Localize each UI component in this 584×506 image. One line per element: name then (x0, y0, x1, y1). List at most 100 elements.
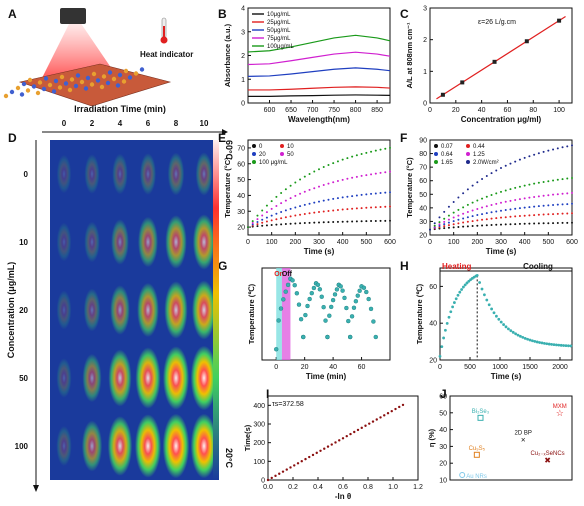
data-point (438, 227, 441, 230)
chart-panel-b: 600 650 700 750 800 850 0 1 2 3 4 Wavelength(nm) Abs… (223, 6, 391, 124)
data-point (566, 212, 569, 215)
data-point (370, 150, 373, 153)
data-point (452, 223, 455, 226)
chart-panel-i: 0.0 0.2 0.4 0.6 0.8 1.0 1.2 0 100 200 300 400 -ln θ T… (243, 395, 423, 501)
data-point (389, 146, 391, 149)
data-point (556, 178, 559, 181)
data-point (371, 319, 376, 324)
data-point (355, 293, 360, 298)
data-point (289, 207, 292, 210)
data-point (559, 343, 563, 347)
data-point (318, 168, 320, 171)
x-tick-label: 80 (529, 107, 537, 114)
time-label: 0 (62, 119, 67, 128)
data-point (365, 206, 368, 209)
data-point (317, 287, 323, 292)
y-tick-label: 50 (237, 177, 245, 184)
data-point (566, 192, 569, 195)
data-point (552, 343, 556, 347)
y-axis-label: Absorbance (a.u.) (223, 23, 232, 87)
data-point (495, 202, 498, 205)
data-point (490, 217, 493, 220)
data-point (338, 439, 341, 442)
data-point (294, 181, 297, 184)
time-label: 6 (146, 119, 151, 128)
row-axis-title: Concentration (μg/mL) (6, 262, 16, 359)
laser-source (60, 8, 86, 24)
panel-letter: J (440, 387, 447, 401)
data-point (481, 213, 484, 216)
data-point (322, 210, 325, 213)
data-point (351, 220, 354, 223)
data-point (561, 178, 564, 181)
thermal-spot (112, 153, 128, 195)
data-point (537, 152, 540, 155)
data-point (528, 206, 531, 209)
panel-letter: E (218, 131, 226, 145)
data-point (476, 214, 479, 217)
thermal-spot (108, 349, 132, 407)
x-tick-label: 1000 (492, 364, 508, 371)
data-point (355, 154, 358, 157)
data-point (341, 208, 344, 211)
data-point (326, 445, 330, 448)
data-point (355, 220, 358, 223)
data-point (280, 217, 283, 220)
data-point (485, 212, 488, 215)
x-tick-label: 0 (246, 239, 250, 246)
thermal-spot (56, 358, 72, 398)
y-tick-label: 40 (237, 193, 245, 200)
x-tick-label: 300 (313, 239, 325, 246)
y-tick-label: 400 (253, 403, 265, 410)
x-tick-label: 1500 (522, 364, 538, 371)
data-point (556, 212, 559, 215)
data-point (528, 196, 531, 199)
data-point (462, 225, 465, 228)
y-tick-label: 60 (429, 284, 437, 291)
square-marker (473, 451, 480, 458)
data-point (294, 206, 297, 209)
data-point (557, 18, 562, 23)
data-point (336, 160, 339, 163)
time-label: 8 (174, 119, 179, 128)
x-tick-label: 100 (266, 239, 278, 246)
data-point (351, 155, 354, 158)
data-point (523, 206, 526, 209)
data-point (360, 193, 363, 196)
fit-line (436, 16, 566, 100)
y-tick-label: 4 (241, 6, 245, 13)
data-point (265, 216, 268, 219)
thermal-spot (164, 281, 188, 339)
data-point (251, 223, 254, 226)
data-point (308, 455, 311, 459)
data-point (471, 184, 474, 187)
y-axis-label: A/L at 808nm cm⁻¹ (405, 22, 414, 88)
data-point (483, 293, 486, 297)
data-point (349, 432, 352, 436)
data-point (542, 180, 545, 183)
x-tick-label: 400 (337, 239, 349, 246)
data-point (524, 39, 529, 44)
data-point (332, 197, 335, 200)
data-point (368, 422, 371, 425)
data-point (336, 180, 339, 183)
data-point (341, 196, 344, 199)
data-point (383, 414, 386, 417)
panel-letter: G (218, 259, 227, 273)
data-point (514, 160, 517, 163)
data-point (280, 191, 283, 194)
atom-dot (9, 89, 15, 95)
data-point (561, 146, 564, 149)
thermal-spot (162, 413, 190, 479)
data-point (365, 174, 368, 177)
atom-dot (43, 76, 49, 81)
legend-marker (252, 144, 256, 148)
data-point (322, 199, 325, 202)
y-tick-label: 20 (419, 233, 427, 240)
data-point (500, 190, 502, 193)
data-point (275, 195, 278, 198)
data-point (444, 328, 447, 332)
series-line (248, 94, 391, 97)
data-point (307, 296, 312, 302)
data-point (533, 182, 536, 185)
